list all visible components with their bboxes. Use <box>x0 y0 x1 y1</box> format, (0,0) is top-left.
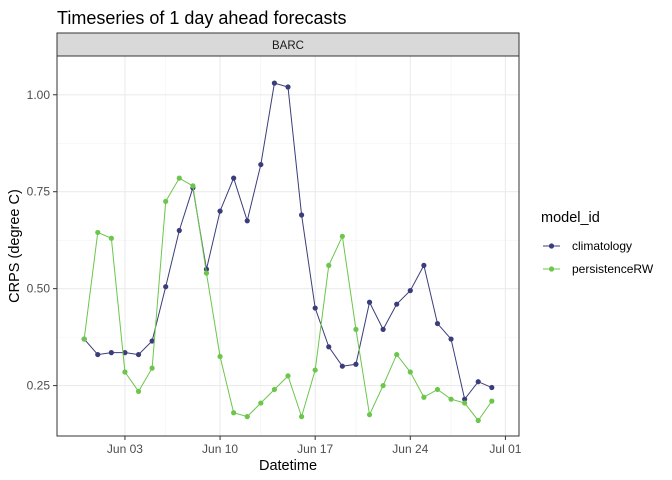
data-point-persistenceRW <box>135 388 142 395</box>
data-point-climatology <box>95 351 101 358</box>
data-point-persistenceRW <box>353 326 359 332</box>
data-point-persistenceRW <box>258 400 264 406</box>
data-point-climatology <box>489 384 495 391</box>
data-point-persistenceRW <box>326 262 332 268</box>
legend-title: model_id <box>541 210 600 226</box>
data-point-climatology <box>217 208 223 214</box>
y-axis: 0.25 0.50 0.75 1.00 <box>27 88 57 393</box>
x-tick-label: Jul 01 <box>489 442 521 456</box>
data-point-climatology <box>149 338 155 344</box>
data-point-climatology <box>394 301 400 307</box>
data-point-persistenceRW <box>163 198 169 205</box>
data-point-climatology <box>285 84 291 90</box>
data-point-climatology <box>339 363 345 369</box>
data-point-climatology <box>298 212 305 218</box>
data-point-climatology <box>421 262 427 268</box>
data-point-persistenceRW <box>231 410 237 416</box>
data-point-climatology <box>108 350 114 356</box>
data-point-climatology <box>122 350 128 356</box>
x-tick-label: Jun 24 <box>392 442 428 456</box>
data-point-climatology <box>366 299 373 305</box>
data-point-persistenceRW <box>298 414 305 420</box>
y-tick-label: 0.75 <box>27 185 51 199</box>
data-point-persistenceRW <box>407 369 413 375</box>
data-point-climatology <box>258 161 264 168</box>
data-point-persistenceRW <box>434 386 441 393</box>
y-tick-label: 0.25 <box>27 379 51 393</box>
legend: model_id climatology persistenceRW <box>541 210 654 276</box>
legend-key-point-persistenceRW <box>548 266 555 272</box>
data-point-persistenceRW <box>394 351 400 358</box>
y-tick-label: 0.50 <box>27 282 51 296</box>
legend-label-persistenceRW: persistenceRW <box>572 262 654 276</box>
data-point-persistenceRW <box>122 369 128 375</box>
data-point-climatology <box>244 218 250 224</box>
data-point-climatology <box>271 80 278 86</box>
data-point-persistenceRW <box>312 367 318 373</box>
data-point-climatology <box>448 336 454 342</box>
data-point-climatology <box>380 326 386 332</box>
facet-label: BARC <box>272 40 304 52</box>
data-point-persistenceRW <box>285 373 291 379</box>
data-point-persistenceRW <box>95 229 101 236</box>
x-tick-label: Jun 03 <box>107 442 143 456</box>
data-point-persistenceRW <box>366 412 373 418</box>
series-layer <box>81 80 495 424</box>
data-point-persistenceRW <box>217 353 223 360</box>
data-point-climatology <box>462 396 468 402</box>
data-point-persistenceRW <box>462 400 468 406</box>
data-point-persistenceRW <box>475 417 481 424</box>
chart-title: Timeseries of 1 day ahead forecasts <box>57 8 346 28</box>
data-point-climatology <box>312 305 318 311</box>
data-point-climatology <box>176 227 182 234</box>
data-point-persistenceRW <box>108 235 114 241</box>
data-point-persistenceRW <box>203 270 210 276</box>
data-point-climatology <box>163 284 169 290</box>
data-point-climatology <box>326 344 332 350</box>
data-point-persistenceRW <box>489 398 495 404</box>
data-point-persistenceRW <box>448 396 454 402</box>
plot-panel <box>56 55 520 437</box>
data-point-climatology <box>434 320 441 327</box>
data-point-persistenceRW <box>176 175 182 181</box>
x-tick-label: Jun 10 <box>202 442 238 456</box>
data-point-climatology <box>353 361 359 367</box>
plot-panel-border <box>56 55 520 437</box>
x-tick-label: Jun 17 <box>297 442 333 456</box>
legend-key-point-climatology <box>548 243 555 249</box>
data-point-persistenceRW <box>149 365 155 371</box>
data-point-persistenceRW <box>380 382 386 389</box>
y-tick-label: 1.00 <box>27 88 51 102</box>
legend-label-climatology: climatology <box>572 239 632 253</box>
data-point-persistenceRW <box>421 394 427 400</box>
data-point-persistenceRW <box>244 414 250 420</box>
data-point-climatology <box>231 175 237 181</box>
x-axis-title: Datetime <box>259 458 317 474</box>
data-point-climatology <box>407 287 413 294</box>
data-point-persistenceRW <box>339 233 345 239</box>
data-point-persistenceRW <box>81 336 87 342</box>
data-point-climatology <box>135 351 142 358</box>
data-point-persistenceRW <box>271 386 278 393</box>
data-point-climatology <box>475 379 481 385</box>
data-point-persistenceRW <box>190 183 196 189</box>
x-axis: Jun 03 Jun 10 Jun 17 Jun 24 Jul 01 <box>107 436 522 456</box>
y-axis-title: CRPS (degree C) <box>7 189 23 303</box>
